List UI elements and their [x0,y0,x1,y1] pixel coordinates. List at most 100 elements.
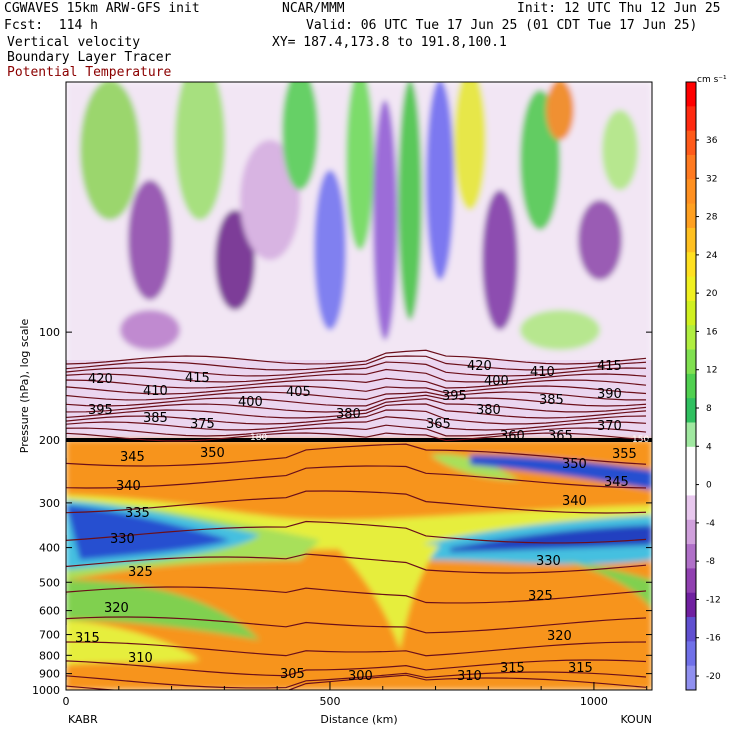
plot-field: 420 420 415 415 410 410 405 400 400 395 395 390 385 3… [66,82,652,690]
theta-label: 320 [547,629,572,644]
colorbar-swatch [686,179,696,205]
colorbar-tick-label: -8 [706,557,715,567]
y-tick-label: 700 [39,629,60,642]
end-station-label: KOUN [620,713,652,726]
theta-contour [66,465,647,489]
theta-label: 375 [190,417,215,432]
theta-label: 325 [528,589,553,604]
theta-label: 345 [604,475,629,490]
theta-contour [66,394,647,407]
init-time: Init: 12 UTC Thu 12 Jun 25 [517,1,721,16]
theta-label: 180 [250,433,267,443]
colorbar-swatch [686,373,696,399]
colorbar-swatch [686,398,696,423]
theta-label: 340 [116,479,141,494]
colorbar-swatch [686,544,696,569]
colorbar [685,81,697,691]
theta-label: 395 [442,389,467,404]
theta-label: 315 [75,631,100,646]
colorbar-swatch [686,568,696,594]
theta-contour [66,377,647,389]
theta-contour [66,355,647,371]
theta-label: 300 [348,669,373,684]
x-axis-label: Distance (km) [320,713,397,726]
theta-contours [66,349,647,690]
field-label-vertical-velocity: Vertical velocity [7,35,141,50]
colorbar-tick-label: 8 [706,404,712,414]
theta-contour [66,443,647,467]
theta-label: 310 [457,669,482,684]
theta-contour [66,553,647,574]
theta-label: 420 [88,372,113,387]
colorbar-labels: 36 32 28 24 20 16 12 8 4 0 -4 -8 -12 -16 -20 [696,136,721,682]
theta-contour [66,490,647,514]
colorbar-tick-label: 24 [706,251,718,261]
y-tick-label: 100 [39,326,60,339]
theta-label: 315 [568,661,593,676]
theta-label: 325 [128,565,153,580]
colorbar-swatch [686,130,696,156]
theta-contour [66,409,647,425]
colorbar-swatch [686,592,696,618]
colorbar-swatch [686,82,696,107]
start-station-label: KABR [68,713,98,726]
colorbar-swatch [686,617,696,642]
theta-label: 330 [110,532,135,547]
colorbar-swatch [686,471,696,496]
plot-frame [65,81,653,691]
colorbar-tick-label: -20 [706,672,721,682]
theta-label: 310 [128,651,153,666]
colorbar-tick-label: 0 [706,481,712,491]
colorbar-tick-label: 4 [706,442,712,452]
theta-label: 340 [562,494,587,509]
theta-contour [66,391,647,401]
theta-label: 415 [597,359,622,374]
colorbar-swatch [686,446,696,472]
theta-label: 335 [125,506,150,521]
colorbar-tick-label: -12 [706,595,721,605]
theta-label: 410 [530,365,555,380]
colorbar-swatch [686,325,696,351]
theta-contour [66,659,647,677]
theta-contour [66,641,647,657]
colorbar-tick-label: 36 [706,136,718,146]
theta-label: 150 [632,435,649,445]
colorbar-swatch [686,495,696,521]
theta-label: 385 [539,393,564,408]
colorbar-swatch [686,276,696,302]
theta-label: 330 [536,554,561,569]
theta-contour [66,361,647,377]
colorbar-swatch [686,641,696,667]
colorbar-swatch [686,227,696,253]
theta-label: 365 [548,429,573,444]
theta-label: 315 [500,661,525,676]
theta-label: 400 [484,374,509,389]
colorbar-tick-label: 20 [706,289,718,299]
theta-label: 385 [143,411,168,426]
x-tick-label: 500 [319,695,340,708]
y-axis: 100 200 300 400 500 600 700 800 900 1000 [32,326,652,697]
field-label-tracer: Boundary Layer Tracer [7,50,172,65]
theta-label: 400 [238,395,263,410]
theta-labels: 420 420 415 415 410 410 405 400 400 395 395 390 385 3… [75,359,649,684]
theta-contour [66,671,647,689]
valid-time: Valid: 06 UTC Tue 17 Jun 25 (01 CDT Tue … [306,18,698,33]
theta-label: 380 [476,403,501,418]
colorbar-tick-label: 12 [706,366,717,376]
forecast-hour: Fcst: 114 h [4,18,98,33]
colorbar-tick-label: 28 [706,213,718,223]
model-title: CGWAVES 15km ARW-GFS init [4,1,200,16]
colorbar-frame [685,81,697,691]
theta-label: 355 [612,447,637,462]
theta-contour [66,385,647,395]
y-tick-label: 800 [39,649,60,662]
y-tick-label: 400 [39,542,60,555]
y-tick-label: 300 [39,497,60,510]
theta-contour [66,616,647,634]
lower-tracer-field [66,440,652,690]
theta-label: 350 [562,457,587,472]
theta-label: 370 [597,419,622,434]
theta-contour [66,424,647,437]
theta-contour [66,520,647,544]
